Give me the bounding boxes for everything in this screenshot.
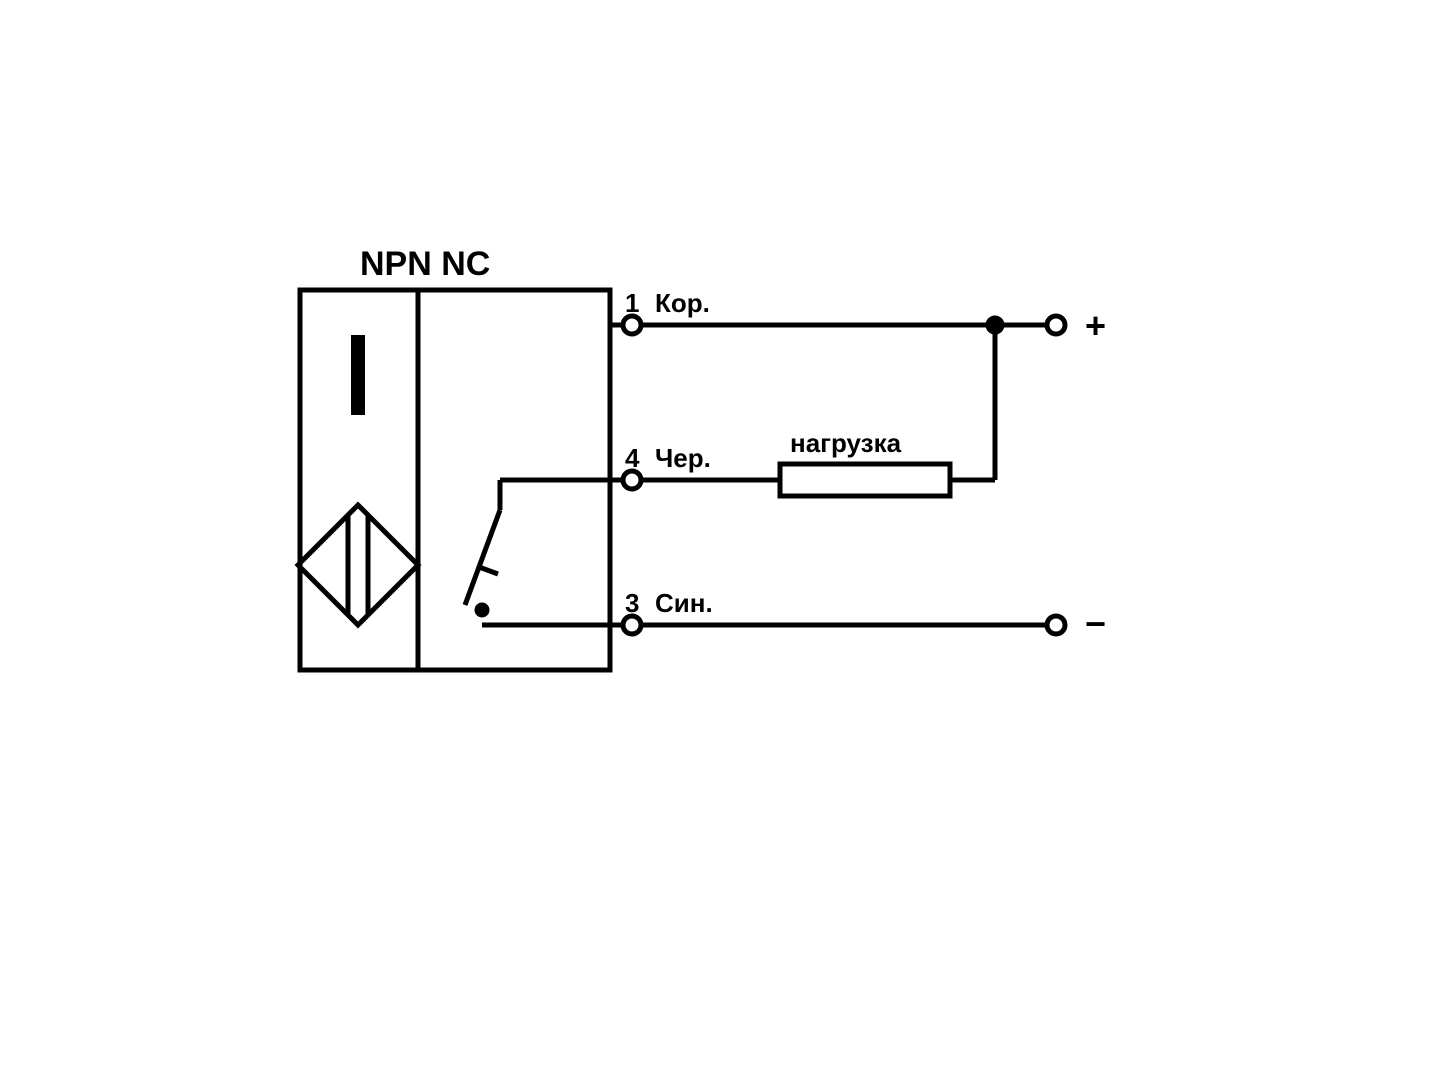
wiring-diagram: NPN NC 1 Кор. + 4 Ч bbox=[0, 0, 1440, 1080]
diagram-title: NPN NC bbox=[360, 245, 490, 283]
pin4-label: 4 bbox=[625, 443, 640, 473]
polarity-plus: + bbox=[1085, 305, 1106, 346]
load-label: нагрузка bbox=[790, 428, 902, 458]
slot-symbol bbox=[351, 335, 365, 415]
wire-bottom bbox=[610, 616, 1065, 634]
pin3-color: Син. bbox=[655, 588, 713, 618]
pin3-label: 3 bbox=[625, 588, 639, 618]
polarity-minus: − bbox=[1085, 603, 1106, 644]
pin1-color: Кор. bbox=[655, 288, 710, 318]
load-box bbox=[780, 464, 950, 496]
wire-middle bbox=[610, 471, 780, 489]
pin1-label: 1 bbox=[625, 288, 639, 318]
diamond-symbol bbox=[298, 505, 418, 625]
switch-symbol bbox=[465, 480, 610, 625]
pin4-color: Чер. bbox=[655, 443, 711, 473]
wire-load-to-plus bbox=[950, 318, 1002, 480]
